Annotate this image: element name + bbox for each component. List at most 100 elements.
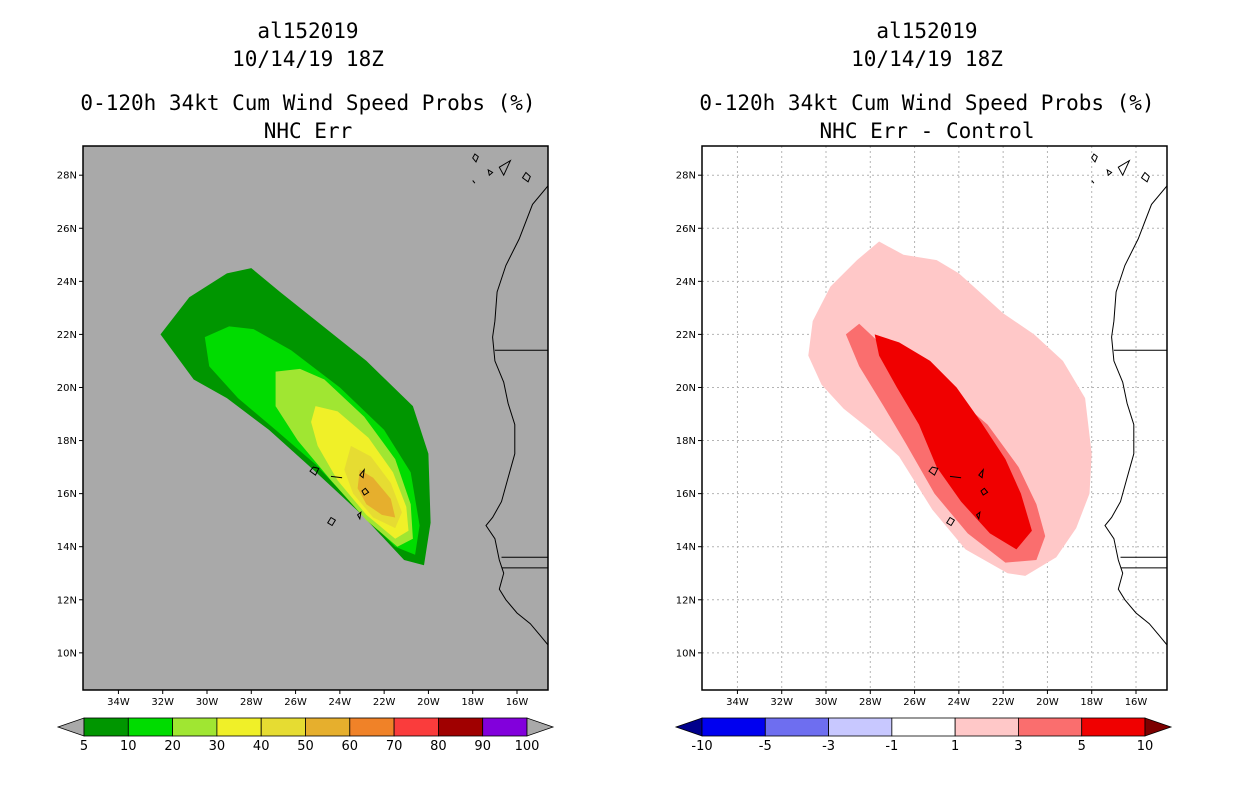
y-tick-label: 12N: [676, 595, 696, 606]
island-outline: [356, 510, 362, 521]
y-tick-label: 26N: [676, 224, 696, 235]
island-outline: [361, 487, 370, 496]
y-tick-label: 16N: [676, 489, 696, 500]
island-outline: [1117, 159, 1131, 177]
y-tick-label: 10N: [676, 648, 696, 659]
colorbar-label: -1: [885, 739, 898, 754]
map-panel-nhc-err: 34W 32W 30W 28W 26W 24W 22W 20W 18W 16W 28N 26N 24N 2…: [56, 145, 555, 754]
island-outline: [498, 159, 512, 177]
y-tick-label: 14N: [57, 542, 77, 553]
colorbar-label: 5: [1078, 739, 1086, 754]
island-outline: [327, 516, 337, 527]
x-tick-label: 34W: [726, 697, 749, 708]
y-tick-label: 18N: [57, 436, 77, 447]
colorbar-label: 60: [342, 739, 359, 754]
date-time-title: 10/14/19 18Z: [232, 47, 384, 71]
y-tick-label: 12N: [57, 595, 77, 606]
colorbar-label: 30: [209, 739, 226, 754]
y-tick-label: 20N: [676, 383, 696, 394]
island-outline: [928, 466, 939, 476]
map-content: [702, 146, 1167, 690]
x-tick-label: 32W: [770, 697, 793, 708]
island-outline: [521, 171, 531, 183]
colorbar-label: 1: [951, 739, 959, 754]
map-frame: [701, 145, 1168, 691]
colorbar-label: 80: [430, 739, 447, 754]
colorbar-label: 5: [80, 739, 88, 754]
island-outline: [472, 180, 476, 184]
colorbar-label: 70: [386, 739, 403, 754]
island-outline: [980, 487, 989, 496]
date-time-title: 10/14/19 18Z: [851, 47, 1003, 71]
y-tick-label: 20N: [57, 383, 77, 394]
colorbar-label: 20: [164, 739, 181, 754]
colorbar-segment: [216, 717, 262, 737]
map-panel-nhc-err-minus-control: 34W 32W 30W 28W 26W 24W 22W 20W 18W 16W 28N 26N 24N 2…: [674, 145, 1173, 754]
island-outline: [309, 466, 320, 476]
x-tick-label: 20W: [1036, 697, 1059, 708]
contour-fill-50-60: [357, 469, 396, 518]
island-outline: [472, 153, 479, 163]
y-tick-label: 24N: [57, 277, 77, 288]
x-tick-label: 20W: [417, 697, 440, 708]
x-tick-label: 26W: [903, 697, 926, 708]
colorbar-label: -5: [759, 739, 772, 754]
x-tick-label: 18W: [461, 697, 484, 708]
colorbar-label: 100: [515, 739, 540, 754]
colorbar-segment: [83, 717, 129, 737]
product-title: 0-120h 34kt Cum Wind Speed Probs (%): [699, 91, 1155, 115]
island-outline: [330, 475, 343, 479]
colorbar-label: 50: [297, 739, 314, 754]
colorbar-segment: [954, 717, 1019, 737]
colorbar-label: -3: [822, 739, 835, 754]
x-tick-label: 24W: [948, 697, 971, 708]
y-tick-label: 26N: [57, 224, 77, 235]
panel-subtitle: NHC Err: [263, 119, 353, 143]
colorbar-over-arrow: [1144, 717, 1173, 737]
x-tick-label: 16W: [506, 697, 529, 708]
y-tick-label: 24N: [676, 277, 696, 288]
colorbar-segment: [172, 717, 218, 737]
y-tick-label: 10N: [57, 648, 77, 659]
island-outline: [946, 516, 956, 527]
colorbar-segment: [1018, 717, 1083, 737]
colorbar: 5 10 20 30 40 50 60 70 80 90 100: [56, 717, 555, 754]
y-tick-label: 28N: [676, 171, 696, 182]
colorbar-label: 10: [1137, 739, 1154, 754]
island-outline: [359, 468, 365, 479]
colorbar-segment: [1081, 717, 1146, 737]
x-tick-label: 16W: [1125, 697, 1148, 708]
colorbar-over-arrow: [526, 717, 555, 737]
y-tick-label: 22N: [676, 330, 696, 341]
colorbar-label: 40: [253, 739, 270, 754]
x-tick-label: 28W: [240, 697, 263, 708]
y-tick-label: 14N: [676, 542, 696, 553]
island-outline: [975, 510, 981, 521]
colorbar: -10 -5 -3 -1 1 3 5 10: [674, 717, 1173, 754]
coastline: [1104, 185, 1167, 646]
y-tick-label: 22N: [57, 330, 77, 341]
x-tick-label: 30W: [815, 697, 838, 708]
x-tick-label: 32W: [151, 697, 174, 708]
colorbar-segment: [127, 717, 174, 737]
y-tick-label: 28N: [57, 171, 77, 182]
x-tick-label: 34W: [107, 697, 130, 708]
island-outline: [949, 475, 962, 479]
colorbar-label: 10: [120, 739, 137, 754]
colorbar-label: 90: [474, 739, 491, 754]
colorbar-label: 3: [1014, 739, 1022, 754]
x-tick-label: 22W: [992, 697, 1015, 708]
island-outline: [1140, 171, 1150, 183]
colorbar-segment: [349, 717, 395, 737]
island-outline: [978, 468, 984, 479]
island-outline: [1091, 180, 1095, 184]
x-tick-label: 24W: [329, 697, 352, 708]
island-outline: [1106, 168, 1113, 177]
coastline: [485, 185, 548, 646]
panel-subtitle: NHC Err - Control: [819, 119, 1035, 143]
colorbar-segment: [828, 717, 893, 737]
colorbar-under-arrow: [674, 717, 703, 737]
map-frame: [82, 145, 549, 691]
contour-fill-5-10: [874, 334, 1032, 550]
